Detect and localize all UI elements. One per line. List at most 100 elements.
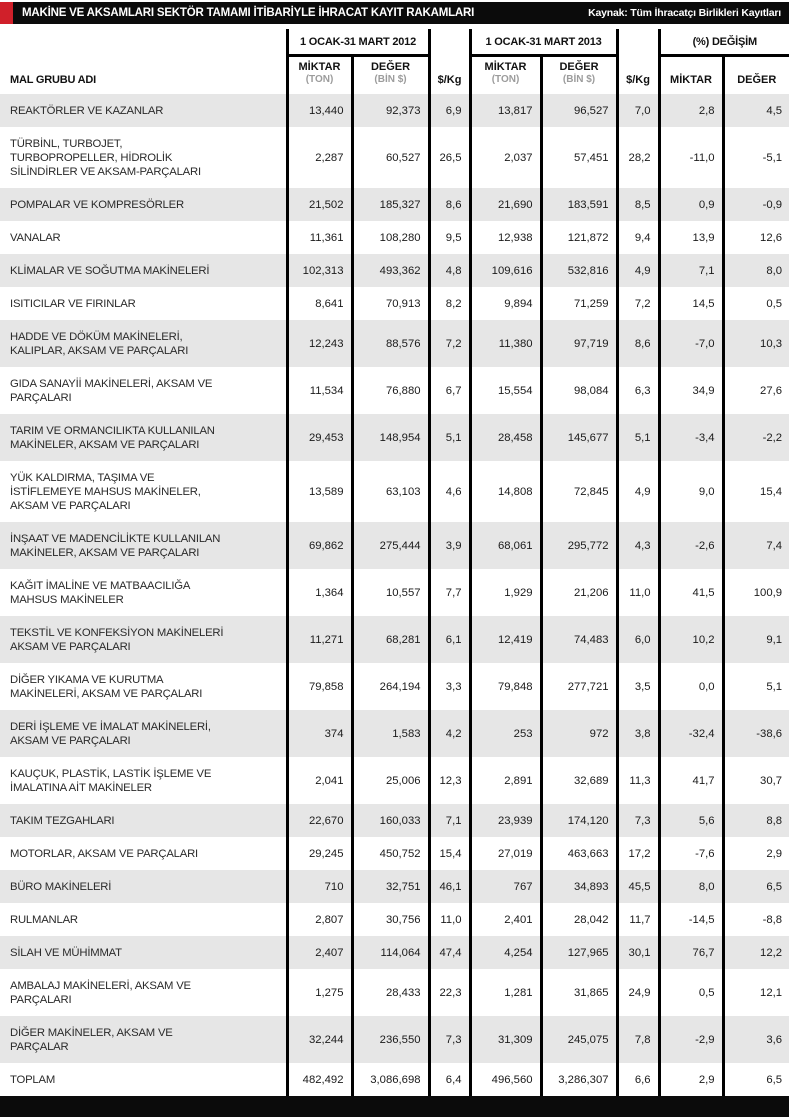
- column-header-miktar-degisim: MİKTAR: [659, 55, 725, 94]
- row-value-deger-2012: 76,880: [352, 367, 431, 414]
- row-value-perkg-2013: 7,2: [617, 287, 661, 320]
- row-value-deger-2012: 450,752: [352, 837, 431, 870]
- export-figures-table: MAL GRUBU ADI 1 OCAK-31 MART 2012 $/Kg 1…: [0, 29, 789, 1096]
- row-value-miktar-2013: 14,808: [470, 461, 543, 522]
- row-value-perkg-2012: 7,3: [429, 1016, 472, 1063]
- row-value-miktar-2013: 496,560: [470, 1063, 543, 1096]
- row-label: TARIM VE ORMANCILIKTA KULLANILAN MAKİNEL…: [0, 414, 289, 461]
- row-value-perkg-2012: 15,4: [429, 837, 472, 870]
- bin-unit-label: (BİN $): [562, 74, 596, 85]
- column-header-miktar-2013: MİKTAR (TON): [470, 55, 543, 94]
- row-value-deger-2013: 183,591: [541, 188, 619, 221]
- table-row: MOTORLAR, AKSAM VE PARÇALARI 29,245 450,…: [0, 837, 789, 870]
- row-value-perkg-2012: 4,2: [429, 710, 472, 757]
- table-row: TARIM VE ORMANCILIKTA KULLANILAN MAKİNEL…: [0, 414, 789, 461]
- row-label: VANALAR: [0, 221, 289, 254]
- red-accent-mark: [0, 2, 13, 24]
- table-row: GIDA SANAYİİ MAKİNELERİ, AKSAM VE PARÇAL…: [0, 367, 789, 414]
- table-body: REAKTÖRLER VE KAZANLAR 13,440 92,373 6,9…: [0, 94, 789, 1096]
- row-value-miktar-2012: 710: [287, 870, 354, 903]
- row-label: KLİMALAR VE SOĞUTMA MAKİNELERİ: [0, 254, 289, 287]
- row-value-miktar-2012: 1,275: [287, 969, 354, 1016]
- row-value-deger-degisim: 12,1: [723, 969, 789, 1016]
- row-value-perkg-2012: 6,7: [429, 367, 472, 414]
- group-header-degisim: (%) DEĞİŞİM: [659, 29, 789, 57]
- row-value-perkg-2012: 4,6: [429, 461, 472, 522]
- row-value-miktar-2013: 2,891: [470, 757, 543, 804]
- column-header-mal-grubu-adi: MAL GRUBU ADI: [0, 29, 289, 94]
- row-value-miktar-2013: 767: [470, 870, 543, 903]
- row-label: TEKSTİL VE KONFEKSİYON MAKİNELERİ AKSAM …: [0, 616, 289, 663]
- row-value-deger-2013: 972: [541, 710, 619, 757]
- row-value-miktar-2013: 12,938: [470, 221, 543, 254]
- row-value-miktar-degisim: 9,0: [659, 461, 725, 522]
- row-value-miktar-degisim: 0,9: [659, 188, 725, 221]
- row-value-perkg-2012: 6,1: [429, 616, 472, 663]
- row-value-deger-2012: 25,006: [352, 757, 431, 804]
- row-value-perkg-2012: 46,1: [429, 870, 472, 903]
- row-value-miktar-2012: 13,589: [287, 461, 354, 522]
- row-value-deger-2012: 10,557: [352, 569, 431, 616]
- row-value-miktar-degisim: 10,2: [659, 616, 725, 663]
- row-value-deger-2013: 34,893: [541, 870, 619, 903]
- bin-unit-label: (BİN $): [374, 74, 407, 85]
- row-value-miktar-2013: 11,380: [470, 320, 543, 367]
- row-value-perkg-2013: 45,5: [617, 870, 661, 903]
- row-value-deger-2012: 148,954: [352, 414, 431, 461]
- row-value-miktar-2013: 21,690: [470, 188, 543, 221]
- row-value-deger-2012: 60,527: [352, 127, 431, 188]
- column-header-perkg-2013: $/Kg: [617, 29, 661, 94]
- row-value-perkg-2013: 8,5: [617, 188, 661, 221]
- row-value-deger-degisim: 100,9: [723, 569, 789, 616]
- row-value-perkg-2013: 6,6: [617, 1063, 661, 1096]
- row-value-perkg-2013: 3,8: [617, 710, 661, 757]
- row-value-miktar-2013: 68,061: [470, 522, 543, 569]
- row-value-miktar-2012: 79,858: [287, 663, 354, 710]
- row-value-miktar-degisim: -14,5: [659, 903, 725, 936]
- row-value-miktar-degisim: -7,6: [659, 837, 725, 870]
- row-value-deger-degisim: 0,5: [723, 287, 789, 320]
- row-value-deger-degisim: 4,5: [723, 94, 789, 127]
- row-value-deger-2012: 1,583: [352, 710, 431, 757]
- row-label: TOPLAM: [0, 1063, 289, 1096]
- row-value-deger-2013: 96,527: [541, 94, 619, 127]
- row-value-miktar-2013: 13,817: [470, 94, 543, 127]
- bottom-bar: [0, 1096, 789, 1117]
- row-value-miktar-2013: 27,019: [470, 837, 543, 870]
- row-label: SİLAH VE MÜHİMMAT: [0, 936, 289, 969]
- row-value-deger-degisim: -0,9: [723, 188, 789, 221]
- row-value-miktar-2012: 11,534: [287, 367, 354, 414]
- row-value-deger-degisim: 6,5: [723, 1063, 789, 1096]
- row-value-miktar-degisim: 14,5: [659, 287, 725, 320]
- table-row: TAKIM TEZGAHLARI 22,670 160,033 7,1 23,9…: [0, 804, 789, 837]
- row-value-perkg-2012: 6,4: [429, 1063, 472, 1096]
- row-value-deger-degisim: -38,6: [723, 710, 789, 757]
- row-value-perkg-2012: 8,2: [429, 287, 472, 320]
- row-value-deger-2012: 108,280: [352, 221, 431, 254]
- row-value-miktar-2012: 2,807: [287, 903, 354, 936]
- row-label: REAKTÖRLER VE KAZANLAR: [0, 94, 289, 127]
- row-label: HADDE VE DÖKÜM MAKİNELERİ, KALIPLAR, AKS…: [0, 320, 289, 367]
- row-value-miktar-2012: 2,287: [287, 127, 354, 188]
- row-value-perkg-2012: 7,7: [429, 569, 472, 616]
- table-row: HADDE VE DÖKÜM MAKİNELERİ, KALIPLAR, AKS…: [0, 320, 789, 367]
- row-value-perkg-2012: 5,1: [429, 414, 472, 461]
- deger-label: DEĞER: [370, 61, 411, 73]
- row-value-miktar-degisim: -3,4: [659, 414, 725, 461]
- row-value-perkg-2012: 3,9: [429, 522, 472, 569]
- row-value-miktar-2012: 2,041: [287, 757, 354, 804]
- row-value-deger-2013: 145,677: [541, 414, 619, 461]
- row-value-deger-2012: 28,433: [352, 969, 431, 1016]
- row-value-deger-2013: 28,042: [541, 903, 619, 936]
- row-value-deger-2013: 72,845: [541, 461, 619, 522]
- row-value-perkg-2013: 4,9: [617, 254, 661, 287]
- row-value-deger-degisim: 12,6: [723, 221, 789, 254]
- row-value-miktar-2013: 1,281: [470, 969, 543, 1016]
- row-value-deger-2013: 57,451: [541, 127, 619, 188]
- row-value-miktar-2012: 482,492: [287, 1063, 354, 1096]
- row-value-deger-2013: 98,084: [541, 367, 619, 414]
- row-value-miktar-degisim: 76,7: [659, 936, 725, 969]
- row-value-deger-2012: 493,362: [352, 254, 431, 287]
- table-row: SİLAH VE MÜHİMMAT 2,407 114,064 47,4 4,2…: [0, 936, 789, 969]
